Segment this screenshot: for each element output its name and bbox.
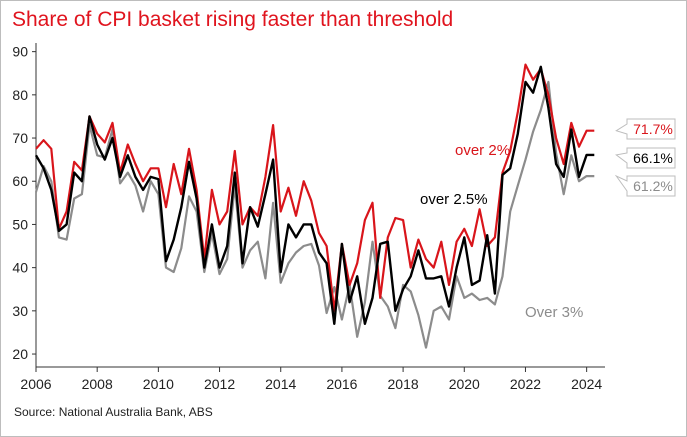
series-line-over-2 xyxy=(35,63,595,312)
y-tick-label: 30 xyxy=(12,303,28,319)
annotation-over-2-5: over 2.5% xyxy=(420,191,488,208)
source-note: Source: National Australia Bank, ABS xyxy=(14,405,213,419)
x-tick-label: 2018 xyxy=(388,376,419,392)
y-tick-label: 70 xyxy=(12,130,28,146)
series-line-over-3 xyxy=(34,80,595,349)
axes: 20 30 40 50 60 70 80 90 2006 2008 2010 2012 2014 2016… xyxy=(12,43,605,392)
x-tick-label: 2010 xyxy=(143,376,174,392)
x-tick-label: 2006 xyxy=(20,376,51,392)
y-tick-label: 80 xyxy=(12,87,28,103)
labels-group: over 2% over 2.5% Over 3% 71.7% 66.1% 61.2% xyxy=(420,118,676,321)
series-line-over-2-5 xyxy=(34,65,595,325)
end-value-label: 66.1% xyxy=(633,150,673,166)
end-callout-box xyxy=(615,118,676,140)
y-tick-label: 20 xyxy=(12,346,28,362)
y-tick-label: 60 xyxy=(12,173,28,189)
x-tick-label: 2022 xyxy=(510,376,541,392)
end-value-label: 71.7% xyxy=(633,121,673,137)
end-callout-box xyxy=(615,147,676,169)
annotation-over-3: Over 3% xyxy=(525,304,583,321)
x-tick-label: 2020 xyxy=(449,376,480,392)
series-group xyxy=(34,63,595,349)
x-tick-label: 2014 xyxy=(265,376,296,392)
y-tick-label: 40 xyxy=(12,260,28,276)
y-tick-label: 90 xyxy=(12,44,28,60)
x-tick-label: 2008 xyxy=(82,376,113,392)
x-tick-label: 2012 xyxy=(204,376,235,392)
annotation-over-2: over 2% xyxy=(455,142,510,159)
x-tick-label: 2016 xyxy=(326,376,357,392)
chart-title: Share of CPI basket rising faster than t… xyxy=(12,8,454,31)
y-tick-label: 50 xyxy=(12,216,28,232)
end-value-label: 61.2% xyxy=(633,178,673,194)
x-tick-label: 2024 xyxy=(571,376,602,392)
end-callout-box xyxy=(614,174,676,197)
